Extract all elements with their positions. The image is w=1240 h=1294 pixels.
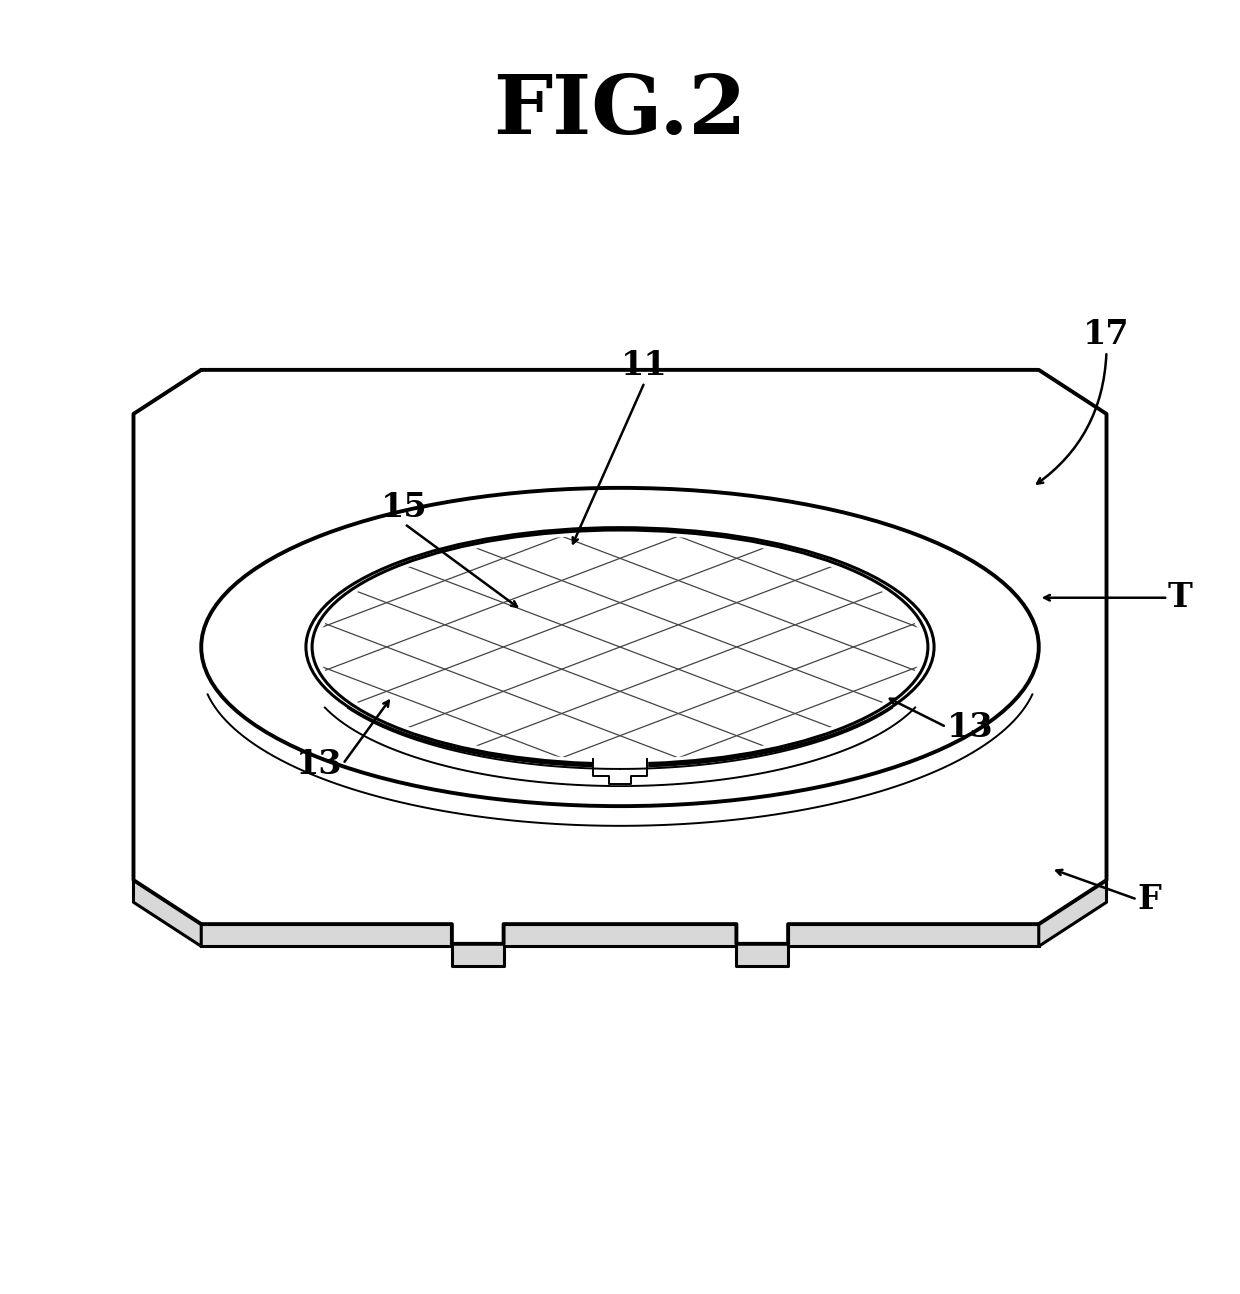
- Text: 13: 13: [946, 710, 993, 744]
- Text: 11: 11: [621, 349, 668, 382]
- Polygon shape: [134, 370, 1106, 943]
- Ellipse shape: [306, 528, 934, 766]
- Ellipse shape: [201, 488, 1039, 806]
- Polygon shape: [134, 880, 201, 946]
- Text: FIG.2: FIG.2: [494, 71, 746, 151]
- Ellipse shape: [329, 536, 911, 758]
- Text: T: T: [1168, 581, 1193, 615]
- Polygon shape: [593, 760, 647, 784]
- Text: 17: 17: [1084, 318, 1130, 352]
- Ellipse shape: [312, 531, 928, 763]
- Text: 13: 13: [296, 748, 343, 780]
- Polygon shape: [1039, 880, 1106, 946]
- Text: 15: 15: [381, 490, 428, 524]
- Text: F: F: [1137, 883, 1161, 916]
- Polygon shape: [201, 924, 1039, 967]
